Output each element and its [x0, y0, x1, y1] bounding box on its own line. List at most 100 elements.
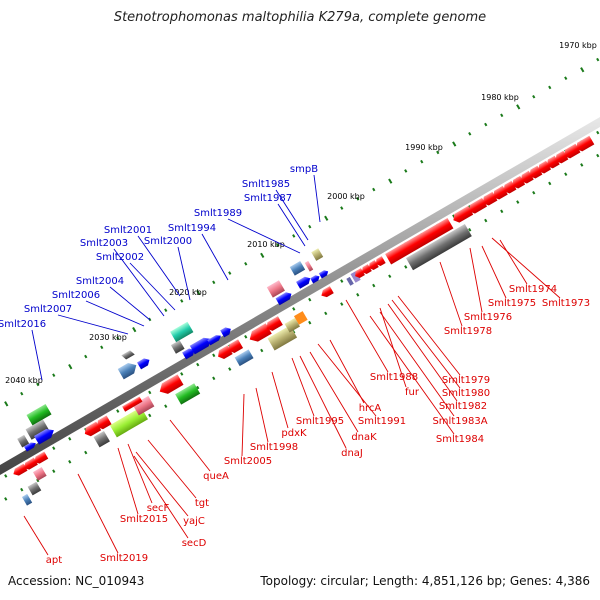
- label-leader-line: [135, 451, 189, 517]
- gene-label-smlt1991: Smlt1991: [358, 416, 406, 427]
- tick-mark: [228, 271, 232, 275]
- gene-label-smlt1998: Smlt1998: [250, 442, 298, 453]
- tick-mark: [388, 178, 393, 184]
- gene-label-secd: secD: [182, 538, 207, 549]
- tick-mark: [68, 437, 72, 441]
- tick-mark: [260, 348, 264, 353]
- label-leader-line: [379, 311, 455, 417]
- gene-feature: [362, 264, 372, 275]
- gene-label-smlt1978: Smlt1978: [444, 326, 492, 337]
- genome-title: Stenotrophomonas maltophilia K279a, comp…: [113, 10, 487, 25]
- tick-mark: [292, 307, 296, 311]
- gene-feature: [453, 205, 474, 223]
- tick-mark: [212, 376, 216, 381]
- gene-feature: [355, 268, 365, 279]
- tick-mark: [180, 299, 184, 303]
- tick-mark: [324, 215, 329, 221]
- gene-feature: [159, 374, 184, 394]
- gene-feature: [266, 280, 285, 298]
- gene-feature: [207, 335, 221, 346]
- gene-feature: [117, 362, 137, 380]
- tick-mark: [484, 122, 488, 127]
- tick-mark: [596, 153, 600, 158]
- tick-mark: [52, 446, 56, 450]
- label-leader-line: [481, 245, 507, 299]
- tick-mark: [532, 94, 536, 99]
- tick-mark: [52, 469, 56, 473]
- gene-label-smlt1988: Smlt1988: [370, 372, 418, 383]
- gene-label-smlt2016: Smlt2016: [0, 319, 46, 330]
- gene-label-smlt1983a: Smlt1983A: [432, 416, 487, 427]
- label-leader-line: [133, 455, 189, 539]
- tick-mark: [196, 362, 200, 367]
- label-leader-line: [113, 248, 165, 317]
- label-leader-line: [439, 261, 463, 327]
- label-leader-line: [85, 300, 145, 327]
- tick-mark: [164, 308, 168, 312]
- scale-label: 2030 kbp: [89, 333, 127, 342]
- reverse-strand-features: [13, 135, 595, 506]
- scale-label: 2000 kbp: [327, 192, 365, 201]
- tick-mark: [228, 367, 232, 371]
- label-leader-line: [299, 355, 347, 449]
- tick-mark: [308, 224, 312, 229]
- tick-mark: [468, 132, 472, 136]
- gene-label-smpb: smpB: [290, 164, 318, 175]
- gene-label-smlt1994: Smlt1994: [168, 223, 216, 234]
- tick-mark: [84, 450, 88, 455]
- label-leader-line: [313, 174, 321, 223]
- gene-feature: [34, 451, 49, 464]
- scale-label: 1980 kbp: [481, 93, 519, 102]
- tick-mark: [356, 293, 360, 297]
- gene-label-smlt1989: Smlt1989: [194, 208, 242, 219]
- gene-feature: [311, 248, 324, 261]
- tick-mark: [596, 57, 600, 62]
- gene-feature: [405, 224, 472, 271]
- gene-feature: [13, 463, 28, 476]
- gene-label-smlt2001: Smlt2001: [104, 225, 152, 236]
- tick-mark: [500, 113, 504, 118]
- label-leader-line: [317, 343, 377, 417]
- label-leader-line: [309, 351, 359, 433]
- gene-feature: [25, 419, 49, 440]
- gene-feature: [17, 434, 30, 448]
- label-leader-line: [255, 387, 269, 443]
- gene-feature: [318, 270, 329, 279]
- label-leader-line: [329, 339, 365, 404]
- genome-backbone: [0, 117, 600, 475]
- gene-label-smlt1982: Smlt1982: [439, 401, 487, 412]
- tick-mark: [484, 218, 488, 223]
- tick-mark: [20, 487, 24, 492]
- gene-feature: [293, 311, 308, 325]
- gene-feature: [304, 260, 314, 272]
- tick-mark: [36, 382, 40, 387]
- tick-mark: [564, 172, 568, 176]
- label-leader-line: [369, 315, 455, 435]
- gene-feature: [346, 276, 354, 286]
- gene-label-fur: fur: [405, 387, 420, 398]
- label-leader-line: [77, 473, 119, 554]
- gene-feature: [84, 421, 102, 437]
- gene-feature: [368, 260, 379, 271]
- gene-feature: [34, 428, 54, 445]
- gene-feature: [170, 340, 185, 354]
- gene-label-smlt1975: Smlt1975: [488, 298, 536, 309]
- gene-feature: [182, 348, 195, 360]
- label-leader-line: [227, 218, 301, 254]
- gene-label-smlt1973: Smlt1973: [542, 298, 590, 309]
- tick-mark: [148, 390, 152, 395]
- tick-mark: [356, 197, 360, 201]
- tick-mark: [276, 243, 280, 248]
- label-leader-line: [137, 235, 181, 297]
- tick-mark: [52, 373, 56, 377]
- label-leader-line: [379, 307, 407, 388]
- label-leader-line: [387, 303, 458, 402]
- tick-mark: [244, 261, 248, 266]
- gene-label-smlt1980: Smlt1980: [442, 388, 490, 399]
- gene-feature: [275, 292, 292, 306]
- scale-label: 2010 kbp: [247, 240, 285, 249]
- tick-mark: [548, 181, 552, 186]
- tick-mark: [212, 353, 216, 358]
